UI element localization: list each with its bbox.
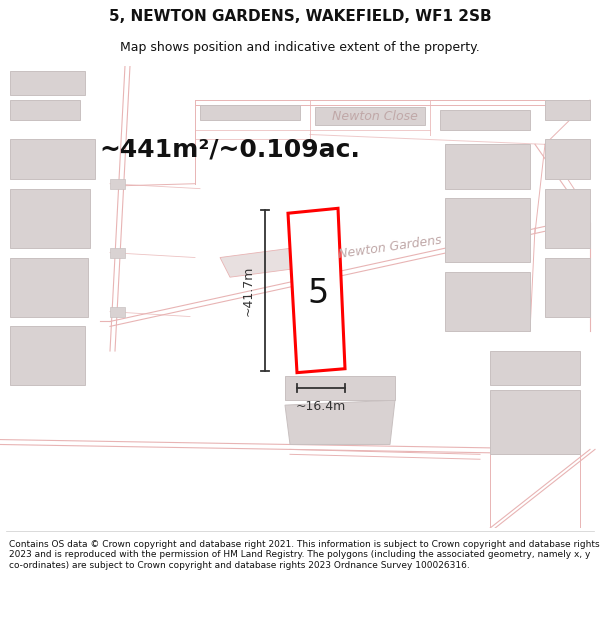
Text: 5: 5 [307, 278, 329, 311]
Polygon shape [10, 71, 85, 95]
Polygon shape [10, 258, 88, 316]
Text: ~16.4m: ~16.4m [296, 400, 346, 413]
Polygon shape [545, 139, 590, 179]
Polygon shape [440, 110, 530, 129]
Polygon shape [10, 326, 85, 386]
Text: Newton Gardens: Newton Gardens [338, 234, 442, 261]
Polygon shape [545, 189, 590, 248]
Polygon shape [10, 189, 90, 248]
Text: ~41.7m: ~41.7m [242, 265, 255, 316]
Polygon shape [445, 144, 530, 189]
Polygon shape [490, 351, 580, 386]
Text: 5, NEWTON GARDENS, WAKEFIELD, WF1 2SB: 5, NEWTON GARDENS, WAKEFIELD, WF1 2SB [109, 9, 491, 24]
Polygon shape [110, 248, 125, 258]
Polygon shape [490, 391, 580, 454]
Polygon shape [200, 105, 300, 120]
Text: Newton Close: Newton Close [332, 110, 418, 123]
Polygon shape [445, 272, 530, 331]
Polygon shape [220, 248, 305, 278]
Text: Contains OS data © Crown copyright and database right 2021. This information is : Contains OS data © Crown copyright and d… [9, 540, 599, 569]
Polygon shape [288, 208, 345, 372]
Text: Map shows position and indicative extent of the property.: Map shows position and indicative extent… [120, 41, 480, 54]
Polygon shape [545, 100, 590, 120]
Polygon shape [445, 199, 530, 262]
Polygon shape [110, 179, 125, 189]
Polygon shape [545, 258, 590, 316]
Polygon shape [285, 400, 395, 444]
Text: ~441m²/~0.109ac.: ~441m²/~0.109ac. [100, 138, 361, 161]
Polygon shape [10, 139, 95, 179]
Polygon shape [10, 100, 80, 120]
Polygon shape [315, 107, 425, 124]
Polygon shape [110, 307, 125, 316]
Polygon shape [285, 376, 395, 400]
